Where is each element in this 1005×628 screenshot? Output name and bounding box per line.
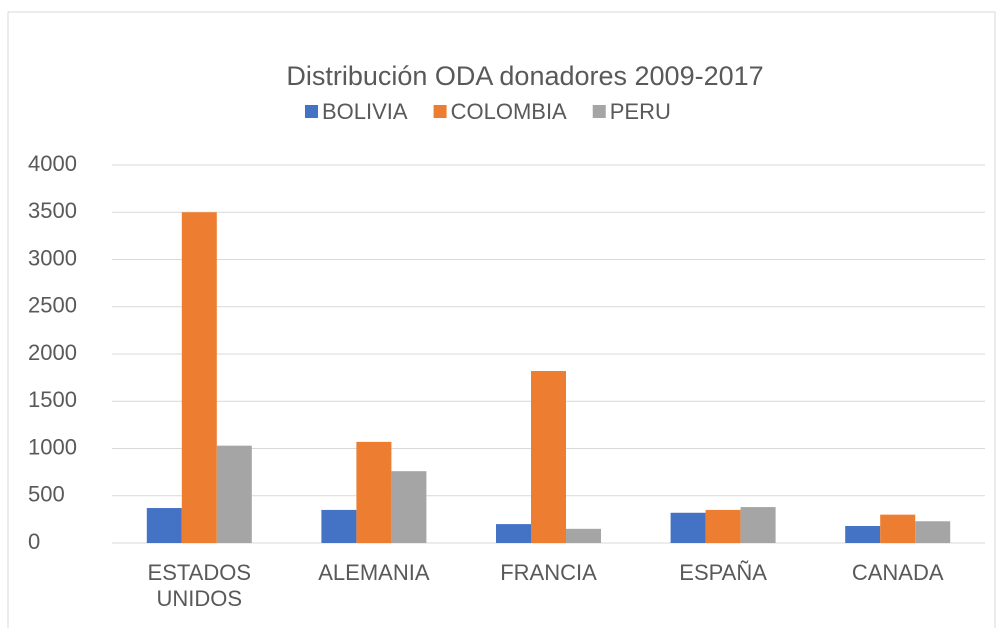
y-tick-label: 2000 <box>28 340 77 365</box>
legend-label: COLOMBIA <box>451 99 567 124</box>
bar <box>705 509 741 543</box>
legend-swatch <box>592 105 606 118</box>
bar <box>391 471 427 543</box>
bar <box>740 507 776 543</box>
legend-swatch <box>305 105 318 118</box>
y-tick-label: 4000 <box>28 151 77 176</box>
bar <box>356 441 392 543</box>
legend-swatch <box>433 105 447 118</box>
bar <box>880 514 916 543</box>
y-tick-label: 500 <box>28 482 65 507</box>
x-tick-label: ESTADOS UNIDOS <box>147 560 252 611</box>
bar <box>845 525 881 543</box>
bar <box>216 445 252 543</box>
bar <box>670 512 706 543</box>
bar <box>915 521 951 543</box>
legend-label: PERU <box>610 99 671 124</box>
y-tick-label: 3500 <box>28 198 77 223</box>
y-tick-label: 2500 <box>28 293 77 318</box>
chart-title: Distribución ODA donadores 2009-2017 <box>286 61 763 91</box>
legend-label: BOLIVIA <box>322 99 408 124</box>
y-tick-label: 0 <box>28 529 40 554</box>
x-tick-label: ALEMANIA <box>318 560 430 585</box>
bar <box>566 528 601 543</box>
bar <box>531 371 566 543</box>
bar <box>181 212 217 543</box>
y-tick-label: 1000 <box>28 434 77 459</box>
bar <box>321 509 357 543</box>
x-tick-label: FRANCIA <box>500 560 597 585</box>
bar <box>146 508 182 543</box>
y-tick-label: 1500 <box>28 387 77 412</box>
y-tick-label: 3000 <box>28 245 77 270</box>
x-tick-label: ESPAÑA <box>679 560 767 585</box>
x-tick-label: CANADA <box>851 560 944 585</box>
bar <box>496 524 531 543</box>
